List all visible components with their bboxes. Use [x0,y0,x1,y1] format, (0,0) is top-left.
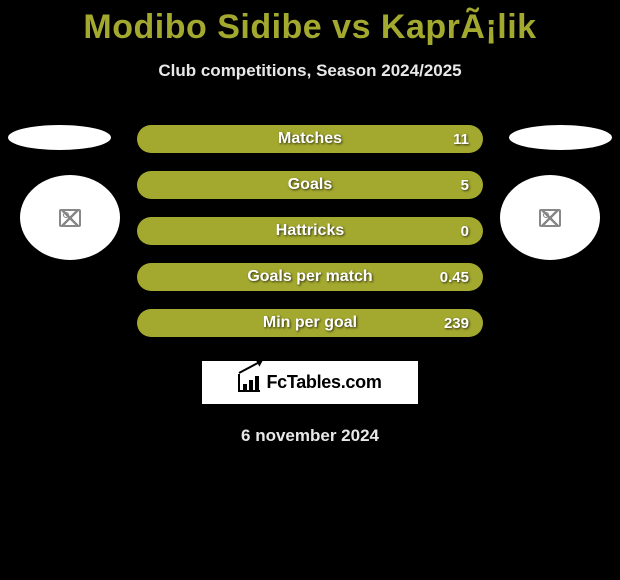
image-placeholder-icon [539,209,561,227]
stat-label: Min per goal [263,314,357,332]
stat-value: 0 [461,223,469,240]
brand-text: FcTables.com [266,372,381,393]
stat-label: Goals per match [247,268,372,286]
stat-value: 5 [461,177,469,194]
stat-label: Matches [278,130,342,148]
stat-row-hattricks: Hattricks 0 [137,217,483,245]
player-avatar-right [500,175,600,260]
player-avatar-left [20,175,120,260]
brand: FcTables.com [238,372,381,393]
date: 6 november 2024 [0,426,620,446]
stat-row-goals-per-match: Goals per match 0.45 [137,263,483,291]
stat-value: 239 [444,315,469,332]
image-placeholder-icon [59,209,81,227]
brand-box[interactable]: FcTables.com [202,361,418,404]
base-ellipse-left [8,125,111,150]
chart-icon [238,374,260,392]
base-ellipse-right [509,125,612,150]
stat-label: Hattricks [276,222,344,240]
subtitle: Club competitions, Season 2024/2025 [0,61,620,81]
comparison-title: Modibo Sidibe vs KaprÃ¡lik [0,8,620,47]
stats-list: Matches 11 Goals 5 Hattricks 0 Goals per… [137,125,483,337]
stat-label: Goals [288,176,332,194]
main-area: Matches 11 Goals 5 Hattricks 0 Goals per… [0,125,620,337]
stat-row-min-per-goal: Min per goal 239 [137,309,483,337]
stat-row-goals: Goals 5 [137,171,483,199]
stats-card: Modibo Sidibe vs KaprÃ¡lik Club competit… [0,0,620,446]
stat-value: 11 [453,131,469,148]
stat-row-matches: Matches 11 [137,125,483,153]
stat-value: 0.45 [440,269,469,286]
